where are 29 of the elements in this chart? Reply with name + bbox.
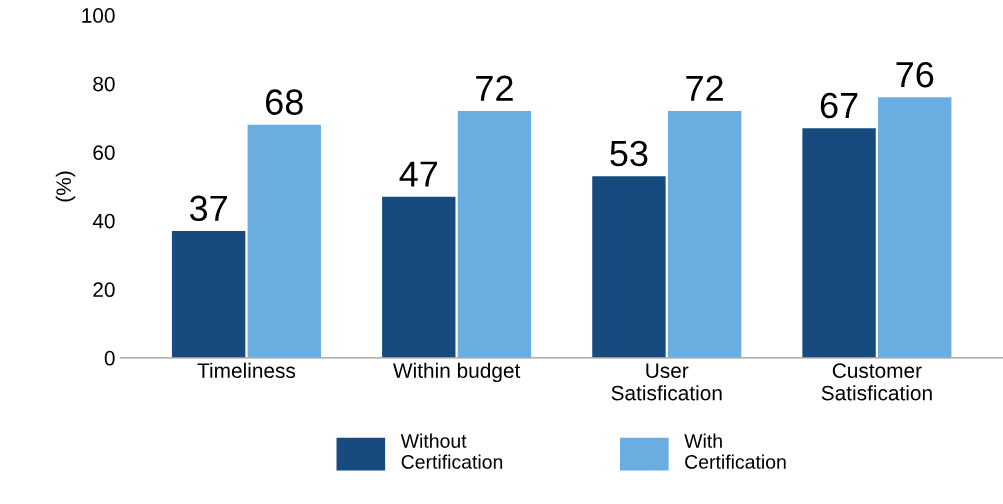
data-label: 76	[896, 61, 934, 88]
bar	[247, 124, 321, 358]
legend-label: With Certification	[684, 433, 786, 469]
data-label: 67	[820, 92, 858, 119]
data-label: 53	[610, 140, 648, 167]
bar	[667, 111, 742, 358]
legend-label: Without Certification	[400, 433, 503, 469]
data-label: 72	[476, 75, 513, 101]
x-tick-label: Customer Satisfication	[821, 363, 932, 401]
data-label: 37	[189, 195, 227, 222]
y-axis-title: (%)	[55, 171, 76, 202]
y-tick-label: 0	[104, 350, 115, 366]
x-tick-label: Timeliness	[197, 362, 296, 378]
bar	[878, 97, 952, 358]
y-tick-label: 60	[93, 145, 115, 160]
y-tick-label: 80	[93, 76, 115, 92]
bar	[802, 128, 876, 358]
bar	[457, 111, 532, 358]
y-tick-label: 40	[92, 213, 115, 229]
y-tick-label: 20	[93, 282, 115, 298]
bar	[171, 231, 246, 358]
data-label: 68	[266, 89, 303, 115]
data-label: 47	[399, 161, 438, 187]
bar	[382, 196, 456, 358]
x-tick-label: Within budget	[393, 362, 521, 383]
data-label: 72	[686, 75, 723, 101]
y-tick-label: 100	[82, 8, 115, 23]
x-tick-label: User Satisfication	[611, 363, 722, 401]
bar	[592, 176, 666, 358]
